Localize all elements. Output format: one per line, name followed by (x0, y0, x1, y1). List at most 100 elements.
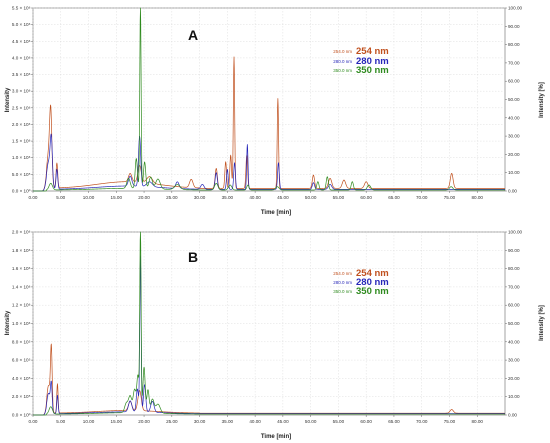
y-tick-label-b: 0.0 × 10⁰ (12, 413, 31, 418)
y2-tick-label-a: 0.00 (508, 189, 517, 194)
y2-tick-label-b: 40.00 (508, 339, 520, 344)
x-tick-label-a: 65.00 (388, 195, 400, 200)
y-tick-label-a: 4.0 × 10⁶ (12, 55, 31, 60)
y-tick-label-a: 1.0 × 10⁶ (12, 155, 31, 160)
chart-panel-b: 0.00 5.00 10.00 15.00 20.00 25.00 30.00 35.00 40… (5, 230, 545, 441)
y-tick-label-b: 6.0 × 10⁵ (12, 358, 31, 363)
x-tick-label-b: 30.00 (194, 419, 206, 424)
x-axis-label-b: Time [min] (261, 434, 291, 440)
legend-b-small-280: 280.0 nm (333, 280, 352, 285)
legend-b-small-350: 350.0 nm (333, 289, 352, 294)
legend-b-big-280: 280 nm (356, 277, 389, 288)
y-tick-label-b: 2.0 × 10⁶ (12, 230, 31, 235)
x-tick-label-b: 0.00 (29, 419, 38, 424)
legend-a-small-280: 280.0 nm (333, 59, 352, 64)
series-a-280-nm (32, 133, 506, 192)
y2-tick-label-a: 30.00 (508, 134, 520, 139)
x-tick-label-b: 25.00 (166, 419, 178, 424)
y-tick-label-a: 1.5 × 10⁶ (12, 139, 31, 144)
x-tick-label-a: 35.00 (222, 195, 234, 200)
legend-b: 254.0 nm 254 nm 280.0 nm 280 nm 350.0 nm… (333, 268, 389, 297)
x-tick-label-a: 40.00 (249, 195, 261, 200)
x-tick-label-b: 60.00 (360, 419, 372, 424)
y-axis-label-b: Intensity (5, 310, 11, 335)
legend-a-big-280: 280 nm (356, 56, 389, 67)
panel-label-b: B (188, 249, 198, 265)
x-axis-label-a: Time [min] (261, 210, 291, 216)
legend-a: 254.0 nm 254 nm 280.0 nm 280 nm 350.0 nm… (333, 46, 389, 76)
y2-tick-label-a: 70.00 (508, 60, 520, 65)
x-tick-label-a: 25.00 (166, 195, 178, 200)
y-ticks-b: 0.0 × 10⁰ 2.0 × 10⁵ 4.0 × 10⁵ 6.0 × 10⁵ 8.0 … (12, 230, 33, 418)
x-tick-label-a: 55.00 (333, 195, 345, 200)
x-tick-label-a: 45.00 (277, 195, 289, 200)
x-tick-label-b: 10.00 (83, 419, 95, 424)
y-tick-label-b: 8.0 × 10⁵ (12, 339, 31, 344)
y2-axis-label-b: Intensity [%] (539, 305, 545, 341)
y-tick-label-a: 2.5 × 10⁶ (12, 105, 31, 110)
y2-axis-label-a: Intensity [%] (539, 82, 545, 118)
legend-b-small-254: 254.0 nm (333, 271, 352, 276)
y-tick-label-a: 3.5 × 10⁶ (12, 72, 31, 77)
y-tick-label-a: 2.0 × 10⁶ (12, 122, 31, 127)
x-ticks-a: 0.00 5.00 10.00 15.00 20.00 25.00 30.00 35.00 40… (29, 191, 483, 200)
y-tick-label-a: 0.0 × 10⁰ (12, 189, 31, 194)
x-tick-label-a: 0.00 (29, 195, 38, 200)
y-tick-label-a: 5.0 × 10⁵ (12, 172, 31, 177)
y2-tick-label-b: 100.00 (508, 230, 522, 235)
x-tick-label-b: 50.00 (305, 419, 317, 424)
legend-b-big-350: 350 nm (356, 286, 389, 297)
x-tick-label-a: 80.00 (471, 195, 483, 200)
x-tick-label-a: 10.00 (83, 195, 95, 200)
y-tick-label-b: 1.4 × 10⁶ (12, 284, 31, 289)
grid-a (32, 7, 505, 191)
x-tick-label-b: 65.00 (388, 419, 400, 424)
y-tick-label-b: 1.8 × 10⁶ (12, 248, 31, 253)
legend-a-big-350: 350 nm (356, 65, 389, 76)
legend-a-small-254: 254.0 nm (333, 49, 352, 54)
x-tick-label-a: 15.00 (111, 195, 123, 200)
legend-b-big-254: 254 nm (356, 268, 389, 279)
x-tick-label-a: 70.00 (416, 195, 428, 200)
y2-tick-label-b: 0.00 (508, 413, 517, 418)
y2-tick-label-b: 20.00 (508, 376, 520, 381)
y2-tick-label-a: 80.00 (508, 42, 520, 47)
legend-a-small-350: 350.0 nm (333, 68, 352, 73)
y-tick-label-b: 4.0 × 10⁵ (12, 376, 31, 381)
x-tick-label-b: 15.00 (111, 419, 123, 424)
x-tick-label-a: 30.00 (194, 195, 206, 200)
y2-tick-label-a: 100.00 (508, 6, 522, 11)
y2-tick-label-b: 10.00 (508, 394, 520, 399)
grid-b (32, 231, 505, 415)
series-b-350-nm (32, 231, 506, 416)
y-tick-label-b: 1.0 × 10⁶ (12, 321, 31, 326)
y-tick-label-a: 5.5 × 10⁶ (12, 6, 31, 11)
x-tick-label-b: 80.00 (471, 419, 483, 424)
y2-tick-label-a: 50.00 (508, 97, 520, 102)
x-tick-label-b: 45.00 (277, 419, 289, 424)
series-a-254-nm (32, 56, 506, 192)
traces-b (32, 231, 506, 416)
y2-tick-label-a: 40.00 (508, 115, 520, 120)
y2-tick-label-b: 50.00 (508, 321, 520, 326)
y-ticks-a: 0.0 × 10⁰ 5.0 × 10⁵ 1.0 × 10⁶ 1.5 × 10⁶ 2.0 … (12, 6, 33, 194)
plot-area-b (32, 231, 506, 416)
traces-a (32, 7, 506, 192)
y-tick-label-a: 3.0 × 10⁶ (12, 89, 31, 94)
y2-ticks-b: 0.00 10.00 20.00 30.00 40.00 50.00 60.00 70.00 8… (505, 230, 522, 418)
series-b-280-nm (32, 255, 506, 416)
legend-a-big-254: 254 nm (356, 46, 389, 57)
y2-tick-label-b: 60.00 (508, 303, 520, 308)
y2-tick-label-a: 10.00 (508, 170, 520, 175)
y2-tick-label-b: 80.00 (508, 266, 520, 271)
x-tick-label-b: 5.00 (56, 419, 65, 424)
x-tick-label-b: 55.00 (333, 419, 345, 424)
y2-ticks-a: 0.00 10.00 20.00 30.00 40.00 50.00 60.00 70.00 8… (505, 6, 522, 194)
y2-tick-label-b: 70.00 (508, 284, 520, 289)
y2-tick-label-a: 60.00 (508, 79, 520, 84)
series-b-254-nm (32, 343, 506, 416)
chart-panel-a: 0.00 5.00 10.00 15.00 20.00 25.00 30.00 35.00 40… (5, 6, 545, 217)
panel-label-a: A (188, 27, 198, 43)
x-tick-label-a: 20.00 (138, 195, 150, 200)
y2-tick-label-b: 30.00 (508, 358, 520, 363)
